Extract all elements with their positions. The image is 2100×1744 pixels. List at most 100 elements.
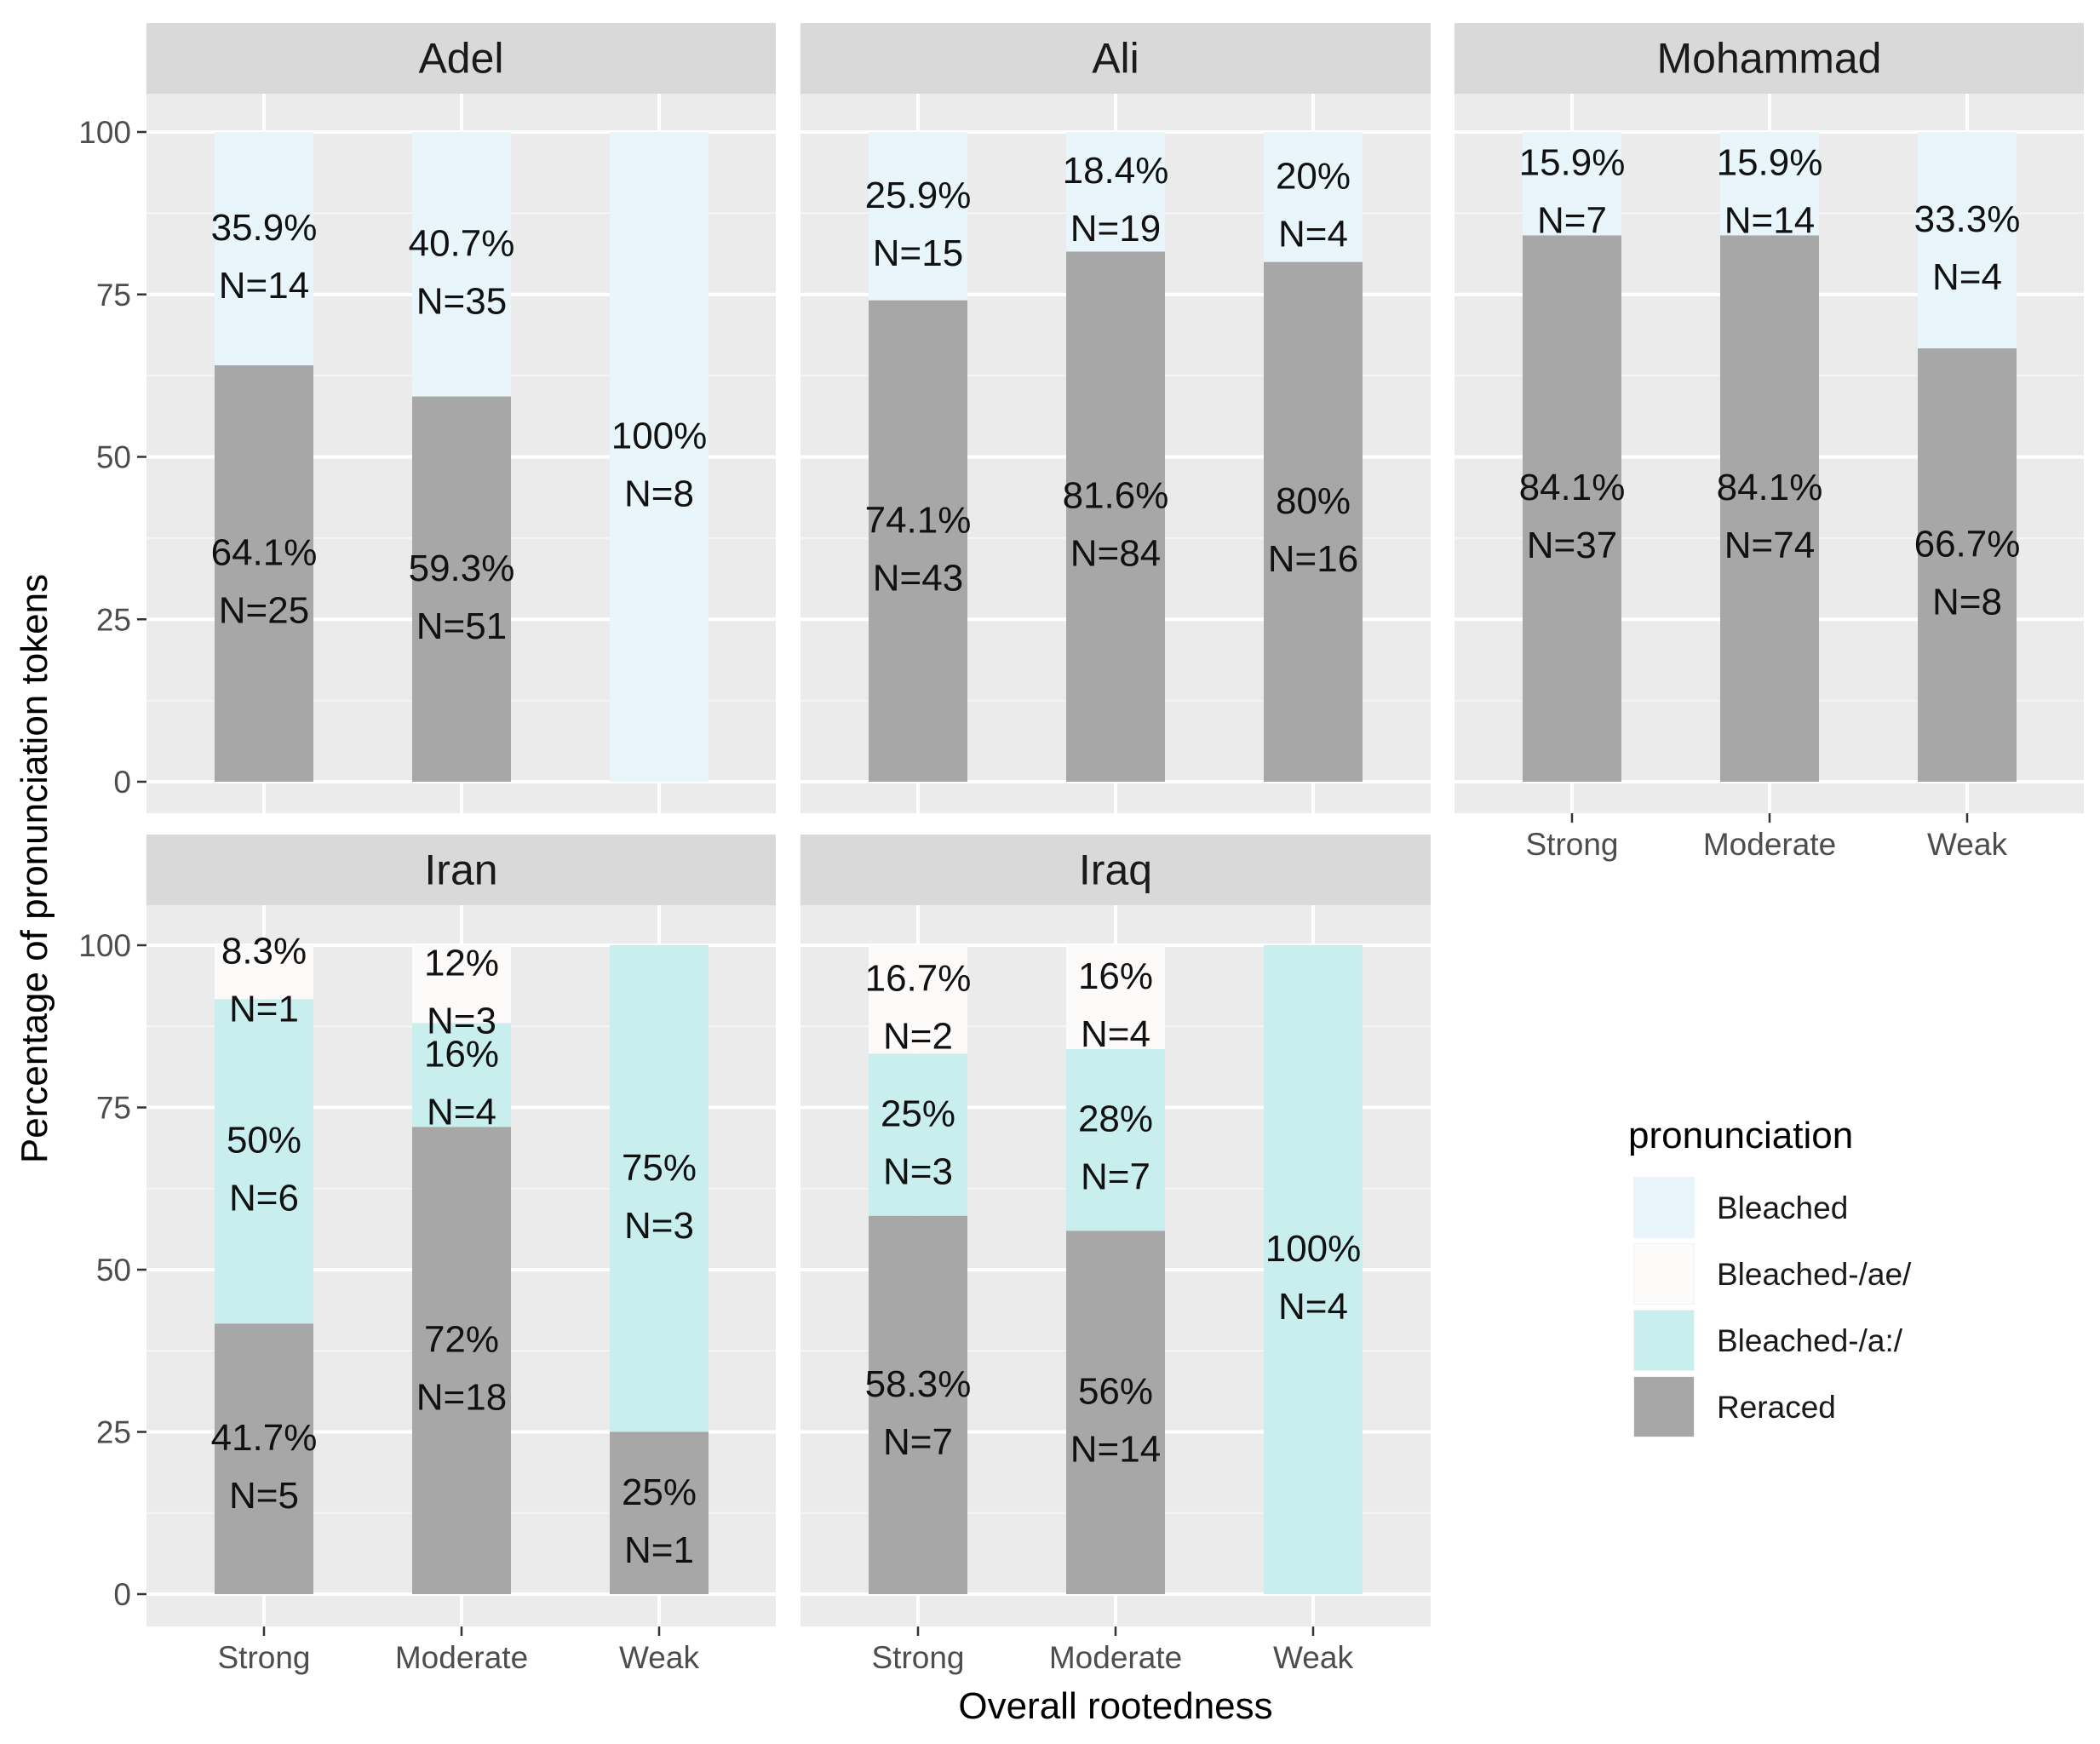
facet-title: Mohammad [1657,35,1882,83]
facet-strip [800,835,1431,905]
bar-count-label: N=14 [1070,1429,1161,1471]
x-tick-label: Strong [871,1640,964,1675]
bar-percent-label: 25% [622,1472,697,1513]
legend-swatch [1634,1178,1694,1237]
bar-segment-bleached-a [215,999,313,1324]
bar-percent-label: 16.7% [865,958,972,1000]
legend-item-bleached-a: Bleached-/a:/ [1633,1310,1903,1371]
bar-count-label: N=15 [873,232,963,274]
bar-percent-label: 35.9% [211,207,318,249]
bar-segment-reraced [215,1323,313,1594]
bar-segment-bleached-ae [1066,945,1165,1049]
bar-count-label: N=35 [416,280,507,322]
bar-percent-label: 84.1% [1717,467,1823,508]
bar-segment-bleached [1264,132,1363,262]
bar-count-label: N=19 [1070,208,1161,250]
bar-segment-reraced [215,364,313,782]
bar-percent-label: 50% [227,1120,301,1162]
legend-label: Bleached-/ae/ [1717,1257,1912,1292]
bar-percent-label: 74.1% [865,499,972,541]
facet-title: Iraq [1079,846,1152,894]
bar-percent-label: 28% [1078,1099,1153,1140]
bar-percent-label: 59.3% [409,548,515,589]
bar-count-label: N=6 [229,1178,299,1219]
bar-percent-label: 58.3% [865,1363,972,1405]
y-tick-label: 0 [113,1577,131,1612]
bar-segment-bleached [1066,132,1165,252]
bar-percent-label: 81.6% [1063,475,1169,517]
legend-swatch [1634,1311,1694,1370]
bar-count-label: N=4 [1278,1286,1348,1328]
legend-title: pronunciation [1628,1115,1853,1156]
bar-count-label: N=8 [624,473,694,515]
bar-percent-label: 16% [1078,955,1153,997]
y-tick-label: 100 [78,115,131,150]
bar-segment-bleached [1720,132,1819,236]
bar-count-label: N=4 [1932,256,2002,298]
y-tick-label: 75 [96,1091,131,1126]
x-tick-label: Weak [619,1640,699,1675]
y-tick-label: 25 [96,602,131,637]
bar-count-label: N=3 [427,1001,496,1042]
bar-percent-label: 8.3% [221,931,307,972]
bar-segment-reraced [869,1215,967,1594]
x-tick-label: Strong [1525,827,1618,862]
bar-count-label: N=84 [1070,533,1161,575]
legend-item-bleached-ae: Bleached-/ae/ [1633,1243,1912,1305]
bar-segment-bleached [610,132,709,782]
bar-segment-bleached-a [610,945,709,1432]
bar-count-label: N=3 [624,1205,694,1247]
bar-segment-bleached [869,132,967,301]
bar-percent-label: 66.7% [1914,524,2021,565]
facet-strip [800,23,1431,94]
bar-percent-label: 33.3% [1914,198,2021,240]
bar-segment-bleached [412,132,511,397]
bar-segment-bleached-ae [869,945,967,1054]
bar-percent-label: 75% [622,1147,697,1189]
bar-count-label: N=14 [1724,200,1815,242]
legend-swatch [1634,1377,1694,1437]
bar-count-label: N=74 [1724,525,1815,566]
bar-count-label: N=5 [229,1475,299,1517]
bar-count-label: N=37 [1527,525,1617,566]
bar-segment-bleached [1918,132,2017,349]
bar-count-label: N=25 [219,589,309,631]
bar-segment-bleached [1523,132,1621,236]
bar-segment-reraced [1918,348,2017,782]
bar-count-label: N=51 [416,605,507,647]
bar-count-label: N=7 [1537,200,1607,242]
bar-percent-label: 16% [424,1033,499,1075]
bar-segment-reraced [1066,251,1165,783]
x-axis-title: Overall rootedness [958,1685,1272,1727]
bar-segment-reraced [1264,261,1363,783]
y-tick-label: 50 [96,440,131,475]
bar-segment-reraced [412,1127,511,1594]
bar-percent-label: 18.4% [1063,150,1169,192]
facet-title: Ali [1092,35,1139,83]
x-tick-label: Moderate [395,1640,528,1675]
y-tick-label: 75 [96,278,131,313]
x-tick-label: Weak [1927,827,2007,862]
bar-segment-reraced [869,300,967,782]
bar-segment-bleached-a [1066,1048,1165,1231]
panel-ali: Ali 74.1% N=43 25.9% N=15 81.6% N=84 18.4% N=19 8… [800,23,1431,813]
bar-count-label: N=43 [873,557,963,599]
bar-segment-reraced [1720,235,1819,782]
bar-count-label: N=4 [427,1091,496,1133]
bar-segment-reraced [1066,1231,1165,1594]
bar-count-label: N=3 [883,1151,953,1193]
x-tick-label: Moderate [1703,827,1836,862]
bar-count-label: N=7 [1081,1156,1150,1198]
bar-count-label: N=16 [1268,538,1358,580]
bar-segment-bleached [215,132,313,365]
bar-percent-label: 12% [424,943,499,984]
facet-strip [1455,23,2084,94]
panel-iraq: Iraq 58.3% N=7 25% N=3 16.7% N=2 56% N=14 28% N=7 1… [800,835,1431,1675]
bar-count-label: N=14 [219,265,309,307]
y-tick-label: 25 [96,1415,131,1450]
bar-count-label: N=1 [229,989,299,1030]
bar-count-label: N=2 [883,1016,953,1058]
bar-count-label: N=1 [624,1529,694,1571]
